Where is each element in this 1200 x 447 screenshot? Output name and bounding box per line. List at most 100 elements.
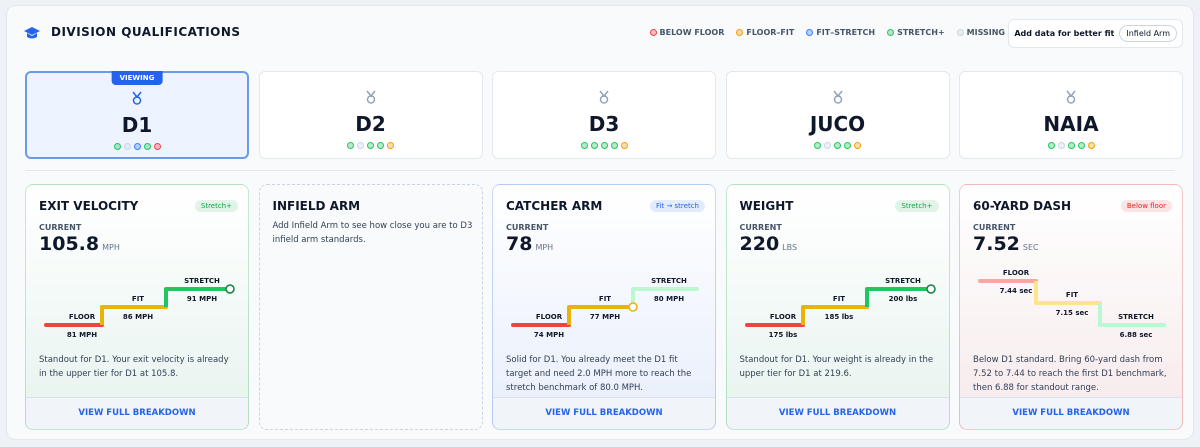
unit: LBS (782, 243, 798, 252)
status-dot (806, 29, 814, 36)
status-dot (143, 143, 151, 150)
status-dot (590, 142, 598, 149)
benchmark-steps: FLOOR 7.44 sec FIT 7.15 sec STRETCH 6.88 sec (978, 269, 1166, 339)
status-dot (610, 142, 618, 149)
metric-card: 60-YARD DASH Below floor CURRENT 7.52 SEC FLO… (959, 184, 1183, 430)
separator (25, 170, 1175, 171)
card-title: 60-YARD DASH (973, 199, 1072, 213)
division-name: JUCO (809, 112, 866, 136)
step-label: FIT (1066, 291, 1078, 299)
viewing-badge: VIEWING (111, 71, 163, 85)
current-label: CURRENT (506, 223, 549, 232)
status-badge: Stretch+ (194, 200, 238, 212)
division-dots (493, 142, 715, 149)
current-marker (925, 284, 936, 294)
step-label: FIT (599, 295, 611, 303)
metric-card: CATCHER ARM Fit → stretch CURRENT 78 MPH FLOO… (492, 184, 716, 430)
status-dot (387, 142, 394, 149)
step-value: 77 MPH (590, 313, 620, 321)
division-tile[interactable]: D3 (492, 71, 716, 159)
current-value: 7.52 SEC (973, 233, 1039, 255)
card-title: INFIELD ARM (272, 199, 361, 213)
current-marker (628, 302, 638, 312)
step-label: FIT (832, 295, 844, 303)
status-dot (600, 142, 608, 149)
step-value: 81 MPH (67, 331, 97, 339)
step-value: 91 MPH (187, 295, 217, 303)
status-dot (854, 142, 861, 149)
step-value: 200 lbs (888, 295, 917, 303)
title: DIVISION QUALIFICATIONS (51, 25, 241, 39)
legend: BELOW FLOOR FLOOR–FIT FIT–STRETCH STRETCH+ M… (649, 28, 1005, 37)
breakdown-link[interactable]: VIEW FULL BREAKDOWN (960, 397, 1182, 429)
breakdown-link[interactable]: VIEW FULL BREAKDOWN (493, 397, 715, 429)
division-name: D1 (121, 113, 153, 137)
division-dots (960, 142, 1182, 149)
status-dot (153, 143, 161, 150)
unit: MPH (102, 243, 120, 252)
status-dot (620, 142, 628, 149)
medal-icon (132, 91, 142, 105)
card-title: EXIT VELOCITY (39, 199, 139, 213)
card-note: Below D1 standard. Bring 60-yard dash fr… (973, 355, 1167, 393)
status-dot (956, 29, 964, 36)
division-tile[interactable]: VIEWING D1 (25, 71, 249, 159)
step-label: FLOOR (1003, 269, 1030, 277)
step-value: 7.44 sec (1000, 287, 1033, 295)
division-tile[interactable]: NAIA (959, 71, 1183, 159)
status-dot (580, 142, 588, 149)
status-dot (814, 142, 821, 149)
benchmark-steps: FLOOR 74 MPH FIT 77 MPH STRETCH 80 MPH (511, 277, 699, 339)
breakdown-link[interactable]: VIEW FULL BREAKDOWN (26, 397, 248, 429)
step-value: 86 MPH (123, 313, 153, 321)
benchmark-steps: FLOOR 81 MPH FIT 86 MPH STRETCH 91 MPH (44, 277, 235, 339)
status-dot (887, 29, 895, 36)
status-dot (1077, 142, 1085, 149)
status-dot (133, 143, 141, 150)
card-note: Solid for D1. You already meet the D1 fi… (506, 355, 692, 393)
legend-item: BELOW FLOOR (649, 28, 725, 37)
medal-icon (832, 90, 843, 104)
step-value: 7.15 sec (1056, 309, 1089, 317)
status-dot (113, 143, 121, 150)
step-label: FLOOR (536, 313, 563, 321)
current-value: 220 LBS (740, 233, 798, 255)
division-tile[interactable]: JUCO (725, 71, 950, 159)
unit: MPH (535, 243, 554, 252)
division-dots (727, 142, 949, 149)
division-tile[interactable]: D2 (258, 71, 483, 159)
medal-icon (365, 90, 376, 104)
step-value: 185 lbs (824, 313, 853, 321)
step-value: 6.88 sec (1120, 331, 1153, 339)
division-name: D2 (355, 112, 386, 136)
benchmark-steps: FLOOR 175 lbs FIT 185 lbs STRETCH 200 lbs (744, 277, 936, 339)
value: 220 (739, 233, 780, 255)
step-label: STRETCH (651, 277, 687, 285)
chip[interactable]: Infield Arm (1119, 25, 1177, 42)
breakdown-link[interactable]: VIEW FULL BREAKDOWN (726, 397, 949, 429)
card-title: CATCHER ARM (506, 199, 603, 213)
step-label: STRETCH (184, 277, 220, 285)
step-label: FLOOR (69, 313, 96, 321)
card-message: Add Infield Arm to see how close you are… (272, 221, 473, 245)
step-label: STRETCH (1118, 313, 1154, 321)
current-value: 78 MPH (506, 233, 553, 255)
legend-label: MISSING (966, 28, 1005, 37)
current-value: 105.8 MPH (39, 233, 120, 255)
step-value: 80 MPH (654, 295, 684, 303)
legend-label: BELOW FLOOR (659, 28, 725, 37)
value: 105.8 (39, 233, 100, 255)
current-label: CURRENT (39, 223, 82, 232)
status-dot (1087, 142, 1095, 149)
status-badge: Fit → stretch (650, 200, 705, 212)
status-dot (736, 29, 744, 36)
step-label: FLOOR (769, 313, 796, 321)
status-dot (1057, 142, 1065, 149)
value: 7.52 (973, 233, 1020, 255)
metric-card: INFIELD ARM Add Infield Arm to see how cl… (258, 184, 483, 430)
hint-box: Add data for better fit Infield Arm (1008, 19, 1183, 48)
value: 78 (506, 233, 533, 255)
legend-label: FLOOR–FIT (746, 28, 795, 37)
legend-item: FIT–STRETCH (806, 28, 875, 37)
medal-icon (599, 90, 609, 104)
